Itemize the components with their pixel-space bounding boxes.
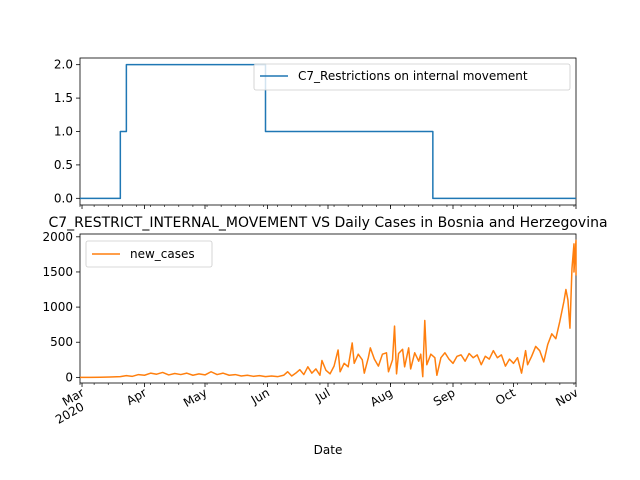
x-axis-label: Date: [314, 443, 343, 457]
bottom-y-tick-label: 1500: [42, 265, 73, 279]
top-legend-label: C7_Restrictions on internal movement: [298, 69, 528, 83]
x-tick-label: Apr: [124, 385, 149, 408]
x-tick-label: Sep: [431, 385, 458, 408]
top-legend: C7_Restrictions on internal movement: [253, 63, 571, 91]
top-y-tick-label: 0.5: [54, 158, 73, 172]
bottom-series-line-0: [80, 239, 577, 379]
x-tick-label: Aug: [368, 385, 395, 409]
top-y-tick-label: 1.0: [54, 125, 73, 139]
x-tick-label: May: [181, 385, 209, 410]
bottom-legend-box: [85, 240, 213, 268]
top-y-ticks: 0.0 0.5 1.0 1.5 2.0: [54, 58, 80, 205]
x-tick-label: Nov: [553, 385, 580, 409]
x-tick-label: Jul: [312, 385, 332, 405]
top-series-lines: [80, 63, 576, 200]
bottom-y-ticks: 0 500 1000 1500 2000: [42, 230, 80, 384]
bottom-axes: C7_RESTRICT_INTERNAL_MOVEMENT VS Daily C…: [42, 215, 607, 457]
top-y-tick-label: 0.0: [54, 191, 73, 205]
top-x-ticks: [79, 205, 577, 209]
bottom-y-tick-label: 1000: [42, 300, 73, 314]
top-y-tick-label: 1.5: [54, 91, 73, 105]
top-y-tick-label: 2.0: [54, 58, 73, 72]
bottom-y-tick-label: 500: [50, 335, 73, 349]
top-series-line-0: [80, 63, 576, 200]
top-legend-box: [253, 63, 571, 91]
x-tick-label: Jun: [248, 385, 272, 407]
bottom-y-tick-label: 0: [65, 370, 73, 384]
bottom-legend-label: new_cases: [130, 247, 195, 261]
x-tick-label: Oct: [493, 385, 518, 408]
bottom-y-tick-label: 2000: [42, 230, 73, 244]
bottom-legend: new_cases: [85, 240, 213, 268]
bottom-series-lines: [80, 239, 577, 379]
top-axes: 0.0 0.5 1.0 1.5 2.0 C7_Restrictions on inter…: [54, 57, 577, 209]
bottom-chart-title: C7_RESTRICT_INTERNAL_MOVEMENT VS Daily C…: [48, 215, 607, 231]
